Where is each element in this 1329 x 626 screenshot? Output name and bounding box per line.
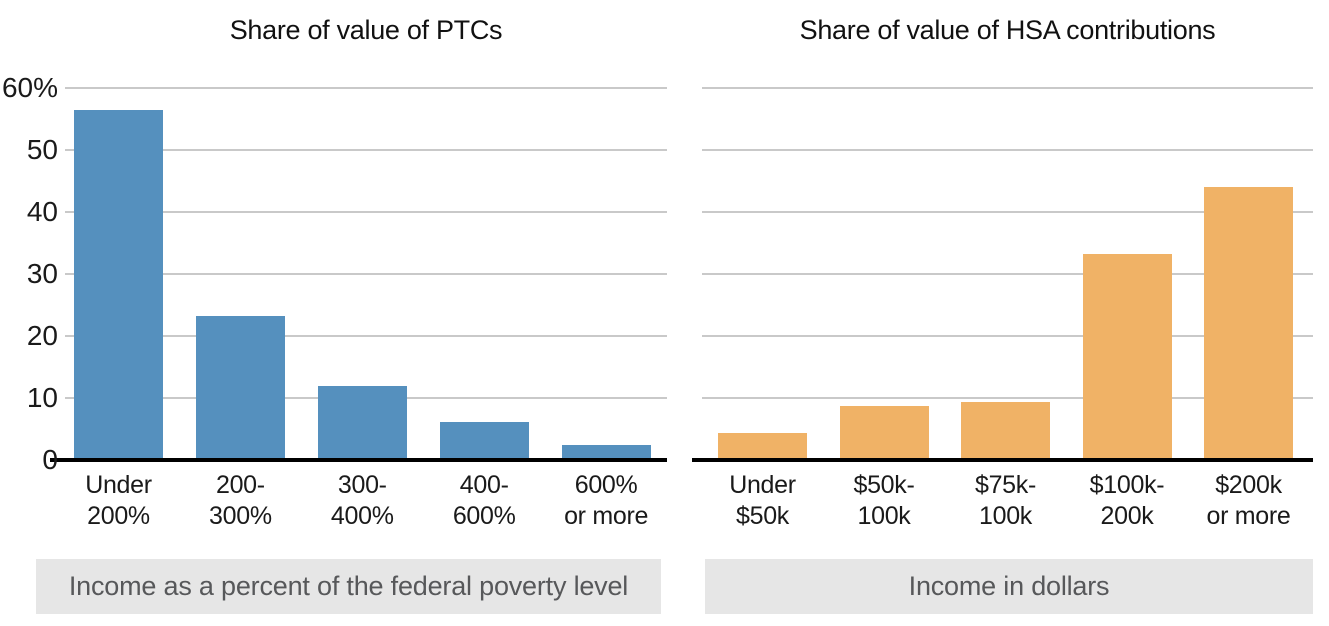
x-tick-label-line: or more: [564, 502, 649, 530]
x-axis-line: [50, 458, 667, 462]
x-tick-label: 400- 600%: [409, 470, 559, 532]
x-tick-label: $50k- 100k: [809, 470, 959, 532]
y-tick-label-50: 50: [26, 134, 58, 165]
x-tick-label: $75k- 100k: [931, 470, 1081, 532]
y-tick-label-10: 10: [26, 382, 58, 413]
ptc-chart-title: Share of value of PTCs: [229, 15, 503, 45]
hsa-chart-title: Share of value of HSA contributions: [799, 15, 1216, 45]
x-tick-label: Under $50k: [688, 470, 838, 532]
bar-under-50k: [718, 433, 807, 460]
bar-600-or-more: [561, 445, 651, 460]
y-tick-label-0: 0: [42, 444, 58, 475]
bar--100k-200k: [1082, 254, 1172, 460]
y-tick-label-30: 30: [26, 258, 58, 289]
y-tick-label-20: 20: [26, 320, 58, 351]
gridline-30: [65, 273, 667, 275]
gridline-50: [65, 149, 667, 151]
x-tick-label-line: 200k: [1100, 502, 1154, 530]
bar--200k-or-more: [1204, 187, 1293, 460]
bar-under-200-: [74, 109, 163, 460]
hsa-xaxis-caption: Income in dollars: [705, 559, 1313, 614]
x-tick-label: $200k or more: [1174, 470, 1324, 532]
bar--75k-100k: [961, 401, 1050, 460]
gridline-10: [702, 397, 1313, 399]
x-tick-label-line: 100k: [978, 502, 1032, 530]
bar-400-600-: [439, 422, 529, 460]
x-tick-label-line: 600%: [574, 471, 638, 499]
bar--50k-100k: [839, 406, 929, 460]
gridline-60: [65, 87, 667, 89]
x-tick-label-line: Under: [85, 471, 152, 499]
x-tick-label-line: $50k-: [853, 471, 915, 499]
x-tick-label: 300- 400%: [287, 470, 437, 532]
x-tick-label: Under 200%: [44, 470, 194, 532]
y-tick-label-60: 60%: [1, 72, 58, 103]
x-tick-label-line: Under: [729, 471, 796, 499]
ptc-xaxis-caption: Income as a percent of the federal pover…: [36, 559, 661, 614]
x-tick-label-line: or more: [1206, 502, 1291, 530]
x-tick-label-line: 600%: [452, 502, 516, 530]
x-tick-label-line: $50k: [735, 502, 789, 530]
x-tick-label: 600% or more: [531, 470, 681, 532]
x-tick-label-line: 400%: [330, 502, 394, 530]
x-tick-label-line: 300-: [337, 471, 387, 499]
y-tick-label-40: 40: [26, 196, 58, 227]
x-tick-label-line: 300%: [209, 502, 272, 530]
x-tick-label-line: 200%: [87, 502, 150, 530]
gridline-40: [702, 211, 1313, 213]
bar-300-400-: [317, 385, 407, 460]
x-tick-label: $100k- 200k: [1052, 470, 1202, 532]
gridline-30: [702, 273, 1313, 275]
x-tick-label-line: $100k-: [1089, 471, 1165, 499]
gridline-40: [65, 211, 667, 213]
x-tick-label-line: $200k: [1215, 471, 1282, 499]
x-tick-label-line: 400-: [459, 471, 509, 499]
gridline-60: [702, 87, 1313, 89]
gridline-50: [702, 149, 1313, 151]
x-tick-label: 200- 300%: [165, 470, 315, 532]
bar-200-300-: [195, 316, 285, 460]
x-tick-label-line: 100k: [857, 502, 911, 530]
gridline-20: [702, 335, 1313, 337]
x-tick-label-line: 200-: [215, 471, 265, 499]
x-tick-label-line: $75k-: [974, 471, 1037, 499]
x-axis-line: [692, 458, 1313, 462]
gridline-20: [65, 335, 667, 337]
